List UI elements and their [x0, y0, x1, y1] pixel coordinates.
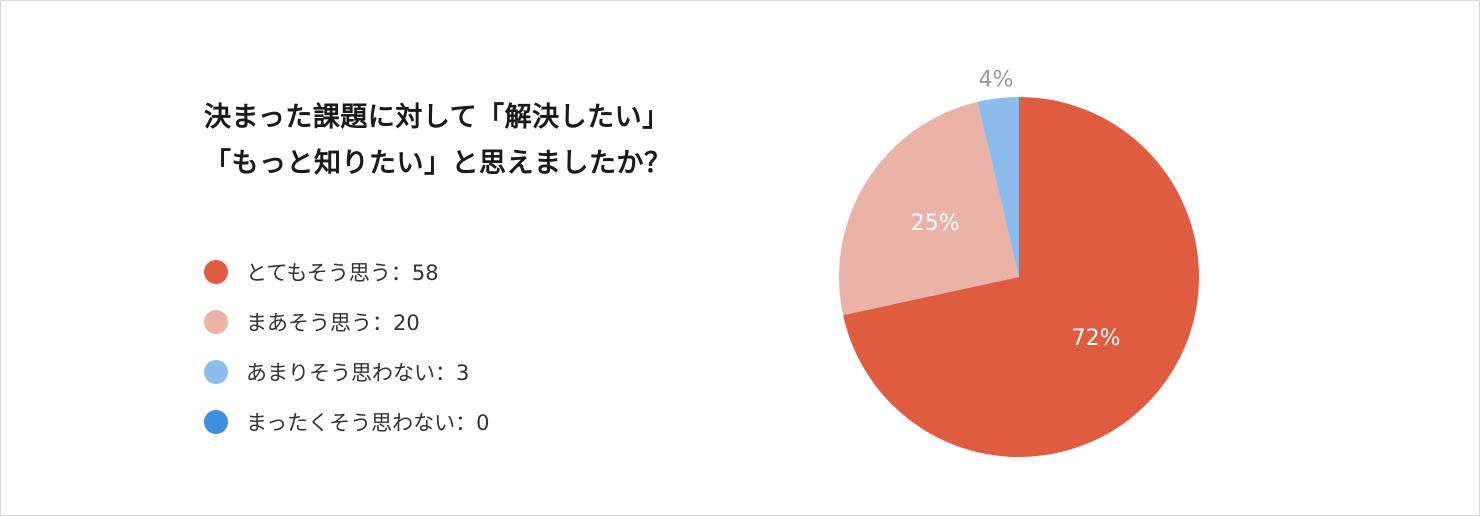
legend-swatch-mattaku	[204, 410, 228, 434]
legend-item-maa: まあそう思う：20	[204, 297, 490, 347]
legend-label-maa: まあそう思う：20	[246, 311, 420, 335]
legend-item-totemo: とてもそう思う：58	[204, 247, 490, 297]
pie-chart: 72% 25% 4%	[838, 67, 1199, 458]
legend-label-amari: あまりそう思わない：3	[246, 361, 470, 385]
pie-slice-label-3: 4%	[979, 67, 1014, 92]
pie-slice-label-1: 72%	[1072, 326, 1121, 351]
pie-slice-2	[838, 101, 1019, 316]
pie-slice-label-2: 25%	[911, 211, 960, 236]
legend-label-mattaku: まったくそう思わない：0	[246, 411, 490, 435]
chart-title-line-1: 決まった課題に対して「解決したい」	[204, 102, 670, 133]
legend-label-totemo: とてもそう思う：58	[246, 261, 439, 285]
chart-title-line-2: 「もっと知りたい」と思えましたか？	[204, 148, 672, 179]
legend-item-mattaku: まったくそう思わない：0	[204, 397, 490, 447]
legend: とてもそう思う：58 まあそう思う：20 あまりそう思わない：3 まったくそう思…	[204, 247, 490, 447]
pie-slice-1	[843, 97, 1199, 458]
legend-swatch-maa	[204, 310, 228, 334]
legend-swatch-amari	[204, 360, 228, 384]
pie-slice-3	[977, 97, 1019, 277]
legend-swatch-totemo	[204, 260, 228, 284]
chart-title: 決まった課題に対して「解決したい」 「もっと知りたい」と思えましたか？	[204, 95, 764, 187]
legend-item-amari: あまりそう思わない：3	[204, 347, 490, 397]
